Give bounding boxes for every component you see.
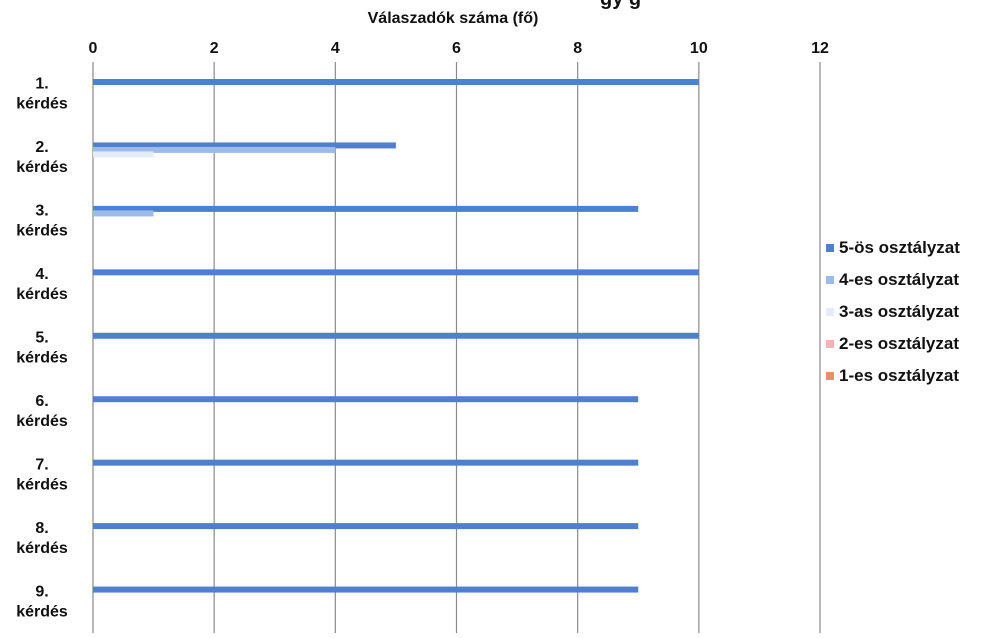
category-label-text: kérdés	[16, 96, 68, 113]
legend-swatch	[826, 340, 834, 348]
bar-1	[93, 586, 639, 593]
bar-2	[93, 146, 336, 153]
legend-item: 5-ös osztályzat	[826, 232, 960, 264]
category-label-text: kérdés	[16, 286, 68, 303]
category-label-number: 5.	[35, 330, 48, 347]
category-label-text: kérdés	[16, 223, 68, 240]
category-label-number: 3.	[35, 203, 48, 220]
legend-swatch	[826, 276, 834, 284]
bar-1	[93, 332, 699, 339]
x-tick-label: 10	[690, 40, 708, 57]
x-axis-label: Válaszadók száma (fő)	[368, 10, 539, 27]
x-tick-label: 8	[573, 40, 582, 57]
x-tick-label: 4	[331, 40, 340, 57]
legend-label: 1-es osztályzat	[839, 366, 959, 385]
category-label-text: kérdés	[16, 603, 68, 620]
category-label-number: 6.	[35, 393, 48, 410]
legend-label: 5-ös osztályzat	[839, 238, 960, 257]
chart-legend: 5-ös osztályzat 4-es osztályzat 3-as osztá…	[826, 232, 960, 392]
legend-swatch	[826, 244, 834, 252]
legend-item: 4-es osztályzat	[826, 264, 960, 296]
category-label-number: 4.	[35, 266, 48, 283]
x-tick-label: 6	[452, 40, 461, 57]
legend-label: 2-es osztályzat	[839, 334, 959, 353]
legend-item: 2-es osztályzat	[826, 328, 960, 360]
legend-item: 1-es osztályzat	[826, 360, 960, 392]
x-tick-label: 12	[811, 40, 829, 57]
category-label-number: 8.	[35, 520, 48, 537]
category-label-text: kérdés	[16, 476, 68, 493]
legend-label: 4-es osztályzat	[839, 270, 959, 289]
bar-3	[93, 151, 154, 158]
category-label-number: 7.	[35, 456, 48, 473]
category-label-text: kérdés	[16, 350, 68, 367]
category-label-text: kérdés	[16, 540, 68, 557]
bar-2	[93, 210, 154, 217]
bar-1	[93, 79, 699, 85]
category-label-number: 1.	[35, 76, 48, 93]
x-tick-label: 0	[89, 40, 98, 57]
bar-1	[93, 205, 639, 212]
bar-1	[93, 396, 639, 403]
bar-1	[93, 142, 396, 149]
category-label-number: 2.	[35, 139, 48, 156]
legend-swatch	[826, 308, 834, 316]
category-label-text: kérdés	[16, 413, 68, 430]
category-label-text: kérdés	[16, 159, 68, 176]
category-label-number: 9.	[35, 583, 48, 600]
x-tick-label: 2	[210, 40, 219, 57]
bar-1	[93, 269, 699, 276]
legend-label: 3-as osztályzat	[839, 302, 959, 321]
legend-item: 3-as osztályzat	[826, 296, 960, 328]
chart-title-partial: gy g	[600, 0, 641, 11]
bar-1	[93, 459, 639, 466]
bar-1	[93, 523, 639, 530]
legend-swatch	[826, 372, 834, 380]
